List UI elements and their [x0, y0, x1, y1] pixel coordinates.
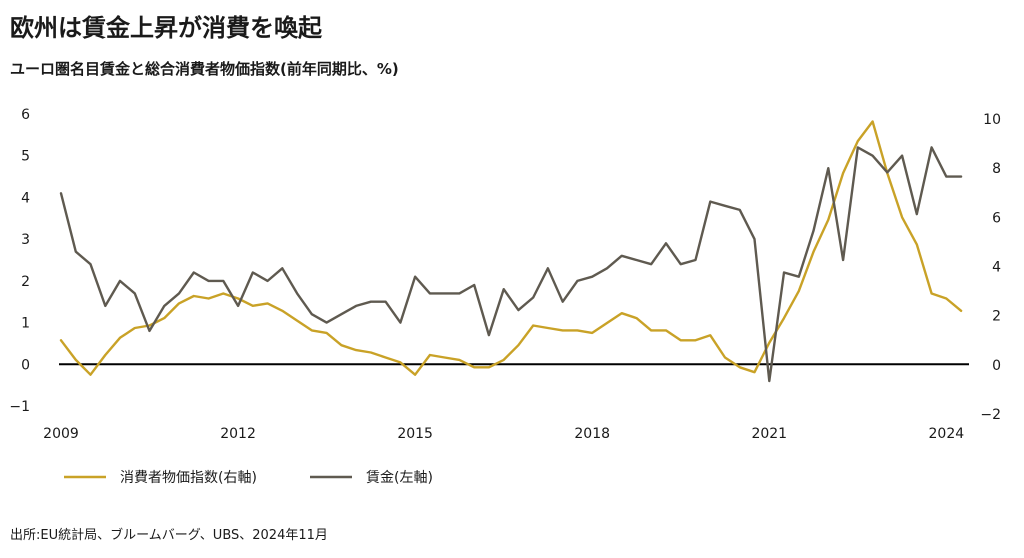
right-axis-tick-label: 6 [992, 210, 1001, 226]
left-axis-tick-label: −1 [9, 399, 30, 415]
right-axis-tick-label: 4 [992, 260, 1001, 276]
legend-label-cpi: 消費者物価指数(右軸) [120, 470, 257, 486]
left-axis-tick-label: 1 [21, 316, 30, 332]
x-axis-tick-label: 2024 [929, 426, 965, 442]
x-axis-tick-label: 2009 [43, 426, 79, 442]
left-axis-tick-label: 2 [21, 274, 30, 290]
left-axis-tick-label: 6 [21, 107, 30, 123]
left-axis-tick-label: 4 [21, 190, 30, 206]
wages-series-line [59, 146, 963, 383]
right-axis-tick-label: 8 [992, 161, 1001, 177]
chart-subtitle: ユーロ圏名目賃金と総合消費者物価指数(前年同期比、%) [10, 60, 399, 78]
right-axis-tick-label: 0 [992, 358, 1001, 374]
x-axis-tick-label: 2018 [574, 426, 610, 442]
x-axis-tick-label: 2015 [397, 426, 433, 442]
x-axis-tick-label: 2012 [220, 426, 256, 442]
page-title: 欧州は賃金上昇が消費を喚起 [10, 14, 322, 42]
left-axis-tick-label: 5 [21, 149, 30, 165]
right-axis-tick-label: −2 [980, 407, 1001, 423]
left-axis-tick-label: 0 [21, 357, 30, 373]
legend-label-wages: 賃金(左軸) [366, 470, 433, 486]
right-axis-tick-label: 2 [992, 309, 1001, 325]
cpi-series-line [59, 120, 963, 376]
left-axis-tick-label: 3 [21, 232, 30, 248]
x-axis-tick-label: 2021 [751, 426, 787, 442]
source-note: 出所:EU統計局、ブルームバーグ、UBS、2024年11月 [10, 528, 328, 543]
right-axis-tick-label: 10 [983, 112, 1001, 128]
